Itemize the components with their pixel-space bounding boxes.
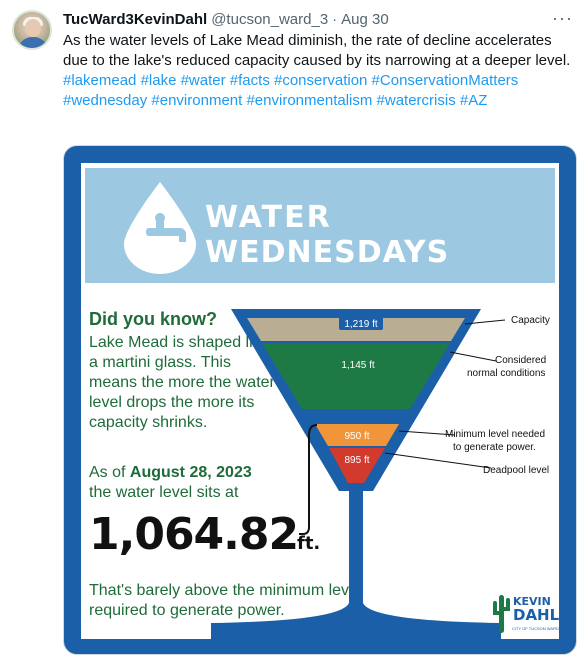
capacity-value-pill (339, 316, 383, 330)
minimum-leader-line (398, 430, 456, 436)
banner-title-wednesdays: WEDNESDAYS (205, 235, 450, 270)
tweet-text: As the water levels of Lake Mead diminis… (63, 31, 573, 111)
avatar[interactable] (12, 10, 52, 50)
hashtag-az[interactable]: #AZ (459, 92, 488, 109)
martini-glass-explanation: Lake Mead is shaped like a martini glass… (89, 334, 275, 431)
normal-leader-line (449, 351, 497, 362)
deadpool-leader-line (384, 452, 492, 469)
normal-conditions-layer (262, 343, 450, 409)
did-you-know-heading: Did you know? (89, 309, 217, 329)
deadpool-value: 895 ft (344, 455, 369, 466)
minimum-label-line1: Minimum level needed (445, 429, 545, 440)
water-faucet-drop-icon (124, 182, 196, 274)
more-options-icon[interactable]: ··· (552, 8, 573, 28)
avatar-face (25, 19, 41, 37)
saguaro-cactus-icon (493, 595, 510, 633)
capacity-leader-line (464, 319, 506, 325)
avatar-shirt (18, 37, 48, 48)
tweet-media-image[interactable]: WATER WEDNESDAYS Did you know? Lake Mead… (63, 145, 577, 655)
tweet-body: As the water levels of Lake Mead diminis… (63, 32, 571, 69)
hashtag-lakemead[interactable]: #lakemead (63, 72, 141, 89)
user-handle[interactable]: @tucson_ward_3 (211, 10, 329, 28)
hashtag-conservation[interactable]: #conservation (273, 72, 372, 89)
capacity-label: Capacity (511, 315, 550, 326)
display-name[interactable]: TucWard3KevinDahl (63, 10, 208, 28)
as-of-date: August 28, 2023 (129, 464, 252, 481)
glass-stem (349, 489, 363, 623)
logo-subtitle: CITY OF TUCSON WARD 3 (512, 626, 563, 631)
glass-base (211, 603, 501, 639)
logo-kevin: KEVIN (513, 595, 551, 608)
hashtag-wednesday[interactable]: #wednesday (63, 92, 152, 109)
minimum-label-line2: to generate power. (453, 442, 536, 453)
kevin-dahl-logo: KEVIN DAHL CITY OF TUCSON WARD 3 (491, 593, 562, 637)
power-threshold-note: That's barely above the minimum level re… (89, 582, 362, 619)
normal-label-line1: Considered (495, 355, 546, 366)
normal-value: 1,145 ft (341, 360, 375, 371)
tweet-header: TucWard3KevinDahl @tucson_ward_3 · Aug 3… (63, 9, 389, 29)
hashtag-watercrisis[interactable]: #watercrisis (376, 92, 460, 109)
infographic-banner: WATER WEDNESDAYS (85, 168, 555, 283)
deadpool-layer (329, 448, 385, 483)
hashtag-water[interactable]: #water (180, 72, 230, 89)
minimum-power-layer (315, 424, 399, 446)
logo-dahl: DAHL (513, 606, 560, 624)
martini-glass-diagram: 1,219 ft 1,145 ft 950 ft 895 ft Capacity… (211, 309, 550, 639)
hashtag-facts[interactable]: #facts (229, 72, 274, 89)
as-of-date-text: As of August 28, 2023 the water level si… (89, 463, 309, 503)
banner-title-water: WATER (205, 200, 332, 235)
deadpool-label: Deadpool level (483, 465, 549, 476)
water-level-unit: ft. (297, 533, 321, 554)
capacity-value: 1,219 ft (344, 319, 378, 330)
current-level-bracket (299, 424, 318, 535)
current-water-level: 1,064.82 (89, 509, 299, 560)
hashtag-environment[interactable]: #environment (151, 92, 247, 109)
normal-label-line2: normal conditions (467, 368, 545, 379)
as-of-prefix: As of (89, 464, 130, 481)
hashtag-lake[interactable]: #lake (140, 72, 181, 89)
separator-dot: · (332, 10, 338, 28)
hashtag-environmentalism[interactable]: #environmentalism (246, 92, 377, 109)
minimum-value: 950 ft (344, 431, 369, 442)
infographic: WATER WEDNESDAYS Did you know? Lake Mead… (81, 163, 562, 639)
as-of-suffix: the water level sits at (89, 484, 239, 501)
tweet-timestamp[interactable]: Aug 30 (341, 10, 389, 28)
hashtag-conservationmatters[interactable]: #ConservationMatters (371, 72, 519, 89)
